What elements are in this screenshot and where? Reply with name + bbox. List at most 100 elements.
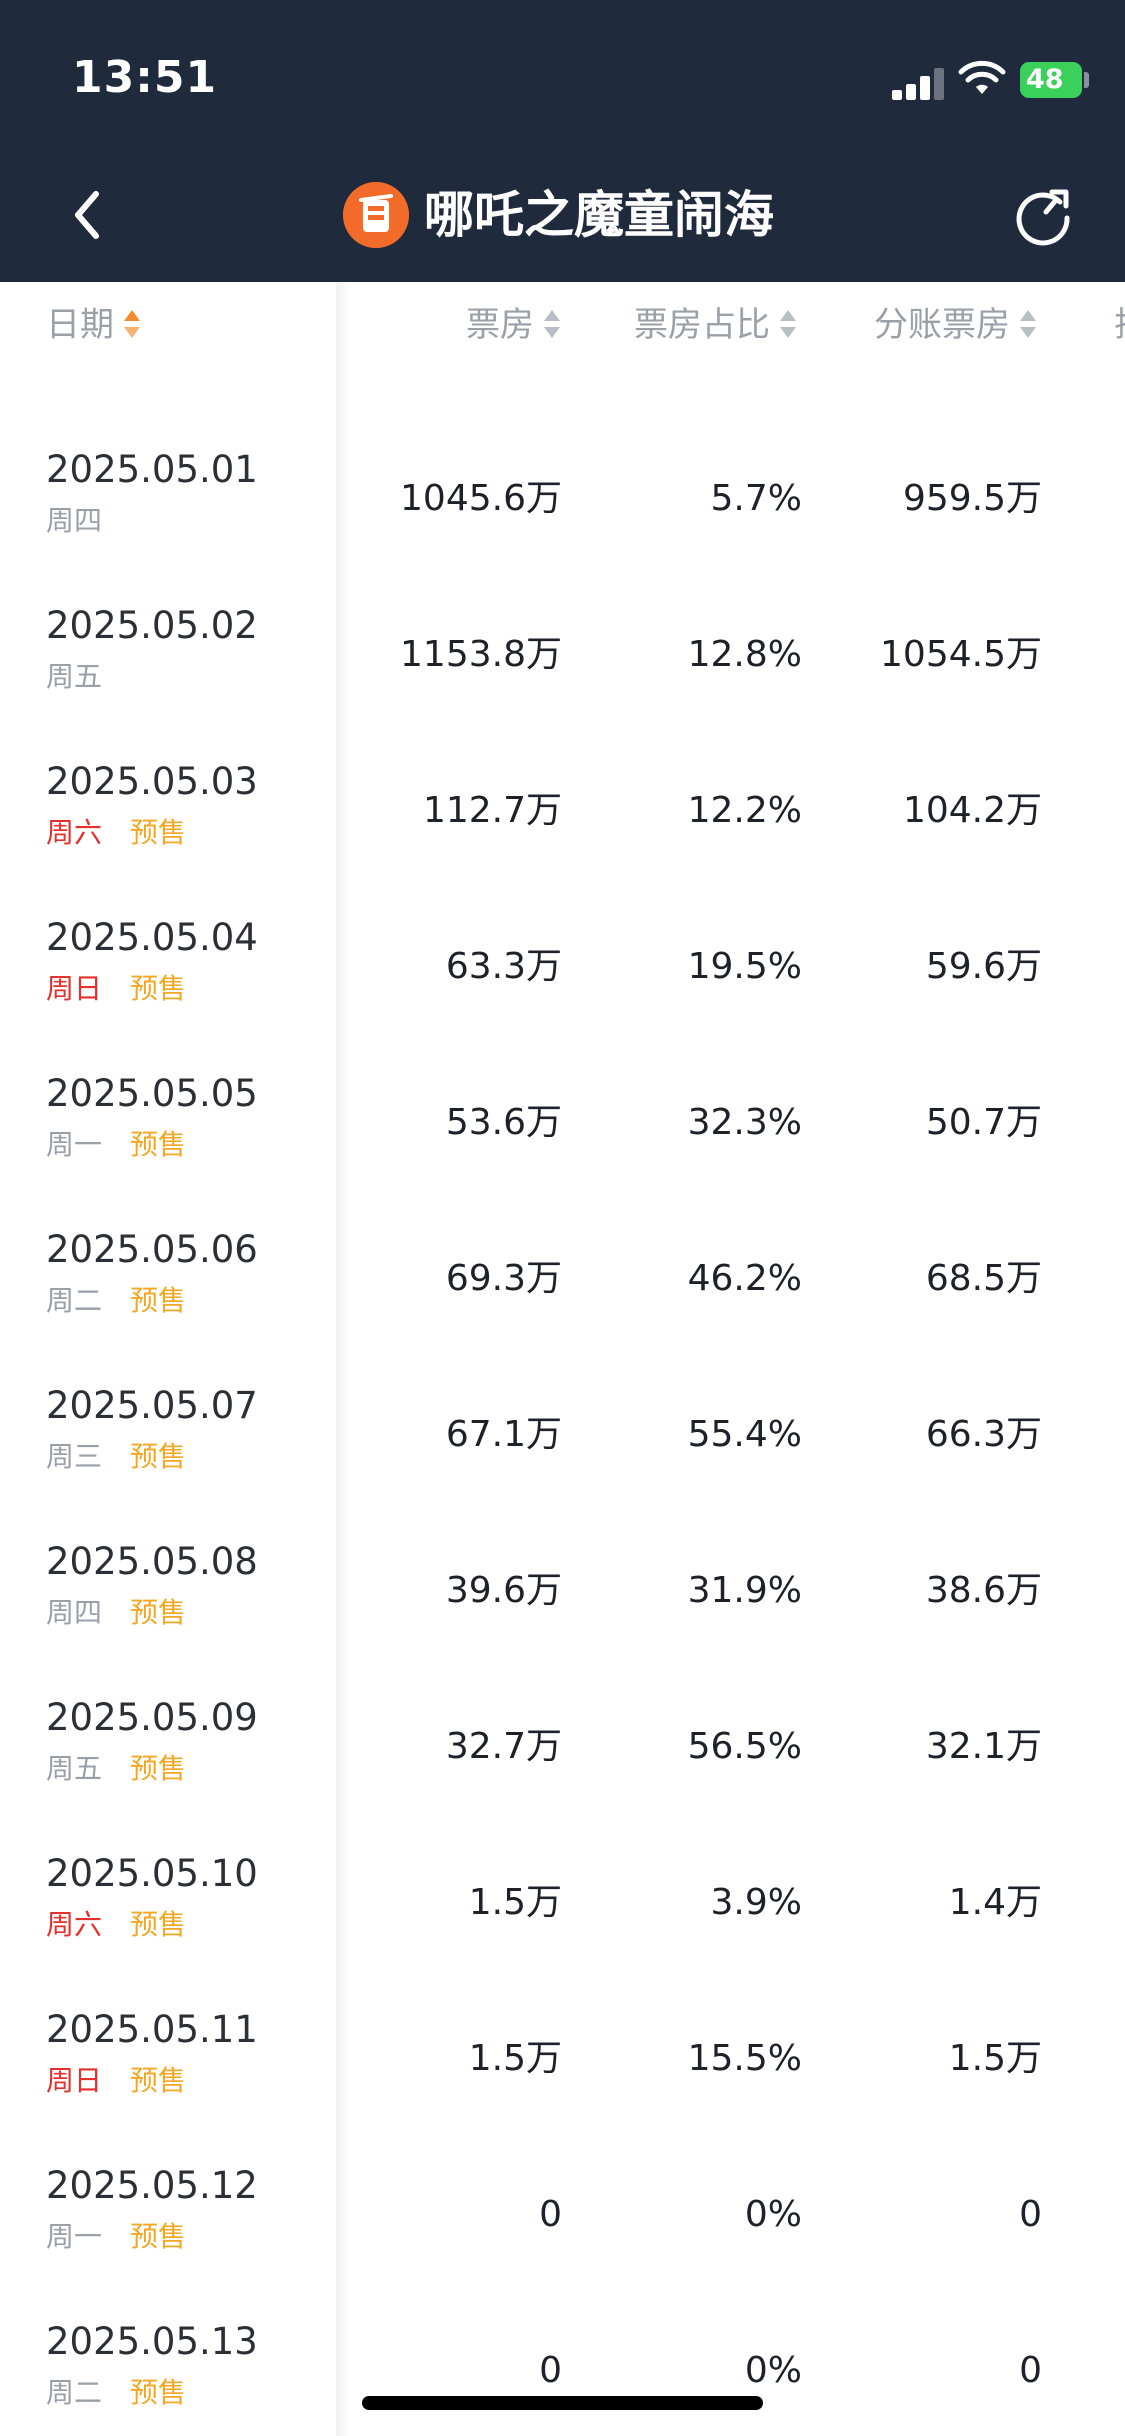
row-share: 19.5%: [687, 946, 802, 987]
battery-cap: [1084, 72, 1089, 88]
row-share: 15.5%: [687, 2038, 802, 2079]
table-row[interactable]: 2025.05.10 周六 预售 1.5万 3.9% 1.4万: [0, 1849, 1125, 2005]
column-next-partial[interactable]: 排: [1114, 282, 1125, 368]
table-row[interactable]: 2025.05.11 周日 预售 1.5万 15.5% 1.5万: [0, 2005, 1125, 2161]
row-share: 0%: [744, 2350, 802, 2391]
row-date: 2025.05.11: [46, 2008, 258, 2051]
row-weekday: 周日: [46, 2064, 103, 2097]
row-share: 56.5%: [687, 1726, 802, 1767]
row-split: 32.1万: [925, 1726, 1042, 1767]
back-button[interactable]: [62, 180, 112, 250]
column-date-label: 日期: [46, 305, 114, 345]
row-weekday: 周六: [46, 1908, 103, 1941]
row-box-office: 32.7万: [445, 1726, 562, 1767]
row-split: 66.3万: [925, 1414, 1042, 1455]
table-row[interactable]: 2025.05.09 周五 预售 32.7万 56.5% 32.1万: [0, 1693, 1125, 1849]
table-row[interactable]: 2025.05.13 周二 预售 0 0% 0: [0, 2317, 1125, 2436]
row-weekday: 周五: [46, 660, 103, 693]
presale-badge: 预售: [130, 972, 187, 1005]
table-row[interactable]: 2025.05.05 周一 预售 53.6万 32.3% 50.7万: [0, 1069, 1125, 1225]
row-box-office: 0: [539, 2350, 562, 2391]
presale-badge: 预售: [130, 1752, 187, 1785]
row-share: 32.3%: [687, 1102, 802, 1143]
row-box-office: 0: [539, 2194, 562, 2235]
row-weekday: 周二: [46, 1284, 103, 1317]
row-split: 1.5万: [948, 2038, 1042, 2079]
presale-badge: 预售: [130, 2220, 187, 2253]
row-split: 50.7万: [925, 1102, 1042, 1143]
row-box-office: 112.7万: [422, 790, 562, 831]
row-weekday: 周日: [46, 972, 103, 1005]
row-box-office: 39.6万: [445, 1570, 562, 1611]
row-weekday: 周三: [46, 1440, 103, 1473]
row-weekday: 周二: [46, 2376, 103, 2409]
row-share: 31.9%: [687, 1570, 802, 1611]
column-share-label: 票房占比: [634, 305, 770, 345]
row-split: 38.6万: [925, 1570, 1042, 1611]
presale-badge: 预售: [130, 1128, 187, 1161]
row-date: 2025.05.07: [46, 1384, 258, 1427]
presale-badge: 预售: [130, 816, 187, 849]
sort-icon: [780, 309, 796, 339]
row-split: 1054.5万: [880, 634, 1042, 675]
row-share: 12.8%: [687, 634, 802, 675]
column-box-office[interactable]: 票房: [466, 282, 560, 368]
row-box-office: 1.5万: [468, 1882, 562, 1923]
table-row[interactable]: 2025.05.08 周四 预售 39.6万 31.9% 38.6万: [0, 1537, 1125, 1693]
row-date: 2025.05.12: [46, 2164, 258, 2207]
home-indicator[interactable]: [362, 2396, 763, 2410]
row-weekday: 周一: [46, 2220, 103, 2253]
table-row[interactable]: 2025.05.04 周日 预售 63.3万 19.5% 59.6万: [0, 913, 1125, 1069]
row-split: 0: [1019, 2194, 1042, 2235]
row-weekday: 周四: [46, 1596, 103, 1629]
presale-badge: 预售: [130, 2064, 187, 2097]
presale-badge: 预售: [130, 2376, 187, 2409]
row-box-office: 67.1万: [445, 1414, 562, 1455]
column-split-label: 分账票房: [874, 305, 1010, 345]
row-date: 2025.05.10: [46, 1852, 258, 1895]
row-box-office: 53.6万: [445, 1102, 562, 1143]
fixed-column-shadow: [336, 282, 350, 2436]
row-share: 46.2%: [687, 1258, 802, 1299]
table-row[interactable]: 2025.05.06 周二 预售 69.3万 46.2% 68.5万: [0, 1225, 1125, 1381]
table-header: 日期 票房 票房占比 分账票房 排: [0, 282, 1125, 368]
column-date[interactable]: 日期: [46, 282, 140, 368]
chevron-left-icon: [75, 191, 99, 239]
row-share: 3.9%: [710, 1882, 802, 1923]
row-share: 55.4%: [687, 1414, 802, 1455]
refresh-icon: [1016, 192, 1070, 246]
row-date: 2025.05.13: [46, 2320, 258, 2363]
row-weekday: 周一: [46, 1128, 103, 1161]
row-date: 2025.05.02: [46, 604, 258, 647]
sort-icon: [124, 309, 140, 339]
battery-level: 48: [1026, 64, 1064, 95]
table-row[interactable]: 2025.05.12 周一 预售 0 0% 0: [0, 2161, 1125, 2317]
row-box-office: 63.3万: [445, 946, 562, 987]
row-weekday: 周四: [46, 504, 103, 537]
table-row[interactable]: 2025.05.02 周五 1153.8万 12.8% 1054.5万: [0, 601, 1125, 757]
table-row[interactable]: 2025.05.07 周三 预售 67.1万 55.4% 66.3万: [0, 1381, 1125, 1537]
table-row[interactable]: 2025.05.03 周六 预售 112.7万 12.2% 104.2万: [0, 757, 1125, 913]
row-date: 2025.05.04: [46, 916, 258, 959]
refresh-button[interactable]: [1010, 180, 1076, 250]
row-box-office: 1.5万: [468, 2038, 562, 2079]
table-row[interactable]: 2025.05.01 周四 1045.6万 5.7% 959.5万: [0, 445, 1125, 601]
row-split: 104.2万: [902, 790, 1042, 831]
battery-indicator: 48: [1020, 62, 1082, 98]
column-share[interactable]: 票房占比: [634, 282, 796, 368]
column-split-box-office[interactable]: 分账票房: [874, 282, 1036, 368]
cellular-signal-icon: [892, 64, 948, 100]
row-date: 2025.05.01: [46, 448, 258, 491]
row-weekday: 周六: [46, 816, 103, 849]
presale-badge: 预售: [130, 1908, 187, 1941]
status-time: 13:51: [72, 52, 218, 103]
row-date: 2025.05.03: [46, 760, 258, 803]
row-split: 59.6万: [925, 946, 1042, 987]
row-box-office: 1045.6万: [400, 478, 562, 519]
row-box-office: 69.3万: [445, 1258, 562, 1299]
row-box-office: 1153.8万: [400, 634, 562, 675]
column-next-label: 排: [1114, 305, 1125, 345]
presale-badge: 预售: [130, 1596, 187, 1629]
presale-badge: 预售: [130, 1284, 187, 1317]
